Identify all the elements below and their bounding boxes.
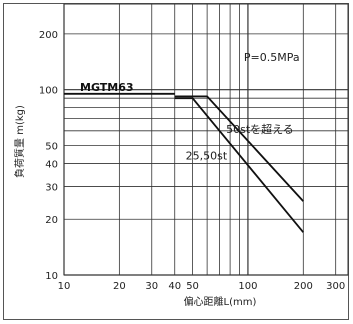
series-label-over-50st: 50stを超える <box>226 122 294 136</box>
x-tick-label: 30 <box>145 281 158 292</box>
x-tick-label: 10 <box>58 281 71 292</box>
y-tick-label: 20 <box>45 215 58 226</box>
model-label: MGTM63 <box>80 81 134 94</box>
x-tick-label: 50 <box>186 281 199 292</box>
y-tick-label: 100 <box>39 86 58 97</box>
series-line-0 <box>174 97 304 233</box>
pressure-label: P=0.5MPa <box>244 51 300 64</box>
x-tick-label: 200 <box>294 281 313 292</box>
x-tick-label: 40 <box>168 281 181 292</box>
grid <box>63 3 349 276</box>
y-tick-label: 50 <box>45 141 58 152</box>
x-tick-label: 20 <box>113 281 126 292</box>
y-tick-label: 10 <box>45 271 58 282</box>
x-axis-label: 偏心距離L(mm) <box>184 295 257 308</box>
y-axis-label: 負荷質量 m(kg) <box>13 105 26 178</box>
y-tick-label: 40 <box>45 159 58 170</box>
plot-border <box>63 3 349 276</box>
x-tick-label: 300 <box>326 281 345 292</box>
series-lines <box>64 92 304 233</box>
series-label-25-50st: 25,50st <box>186 149 228 162</box>
x-tick-label: 100 <box>238 281 257 292</box>
tick-labels: 10 20 30 40 50 100 200 300 10 20 30 40 50 100 200 <box>39 30 345 292</box>
y-tick-label: 200 <box>39 30 58 41</box>
y-tick-label: 30 <box>45 183 58 194</box>
series-line-1 <box>174 95 304 202</box>
